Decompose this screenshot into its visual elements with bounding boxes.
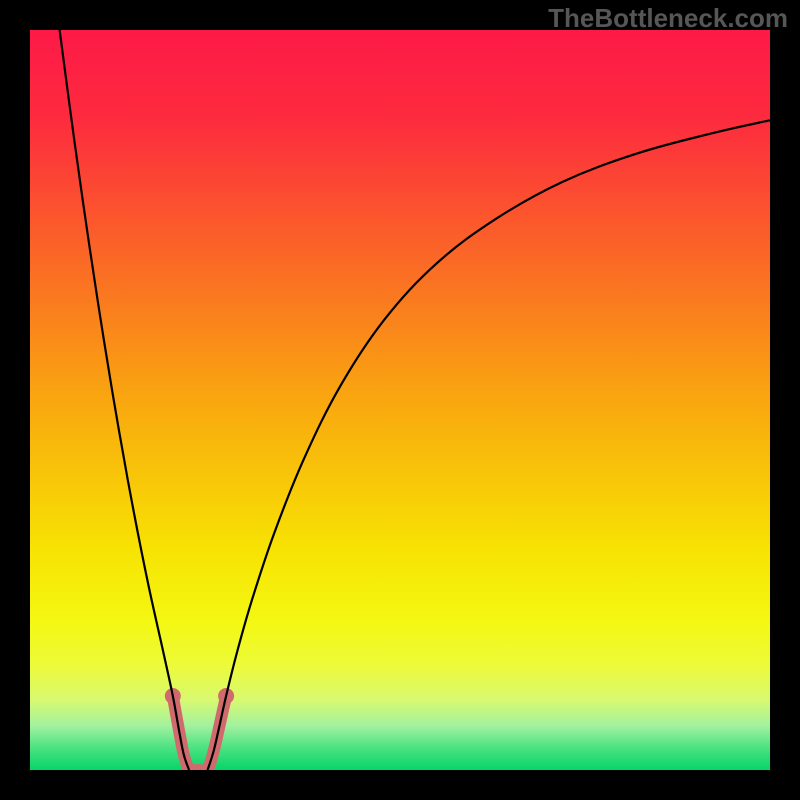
bottleneck-curve xyxy=(30,30,770,770)
curve-right xyxy=(208,120,770,770)
chart-frame: TheBottleneck.com xyxy=(0,0,800,800)
watermark-text: TheBottleneck.com xyxy=(548,3,788,34)
curve-left xyxy=(60,30,190,770)
